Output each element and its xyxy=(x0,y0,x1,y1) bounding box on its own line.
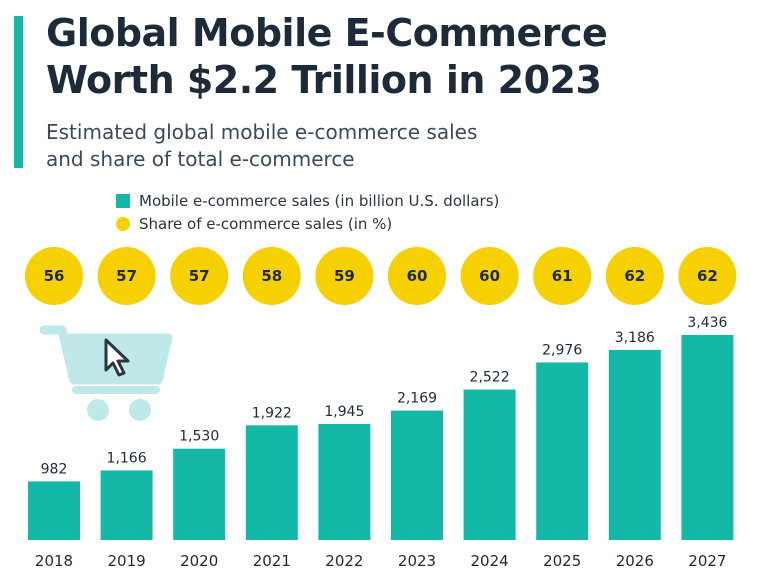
bar-2021 xyxy=(245,425,298,540)
share-dot-2025 xyxy=(533,247,592,305)
share-dot-label-2021: 58 xyxy=(261,267,282,285)
subtitle-line-1: Estimated global mobile e-commerce sales xyxy=(46,120,478,144)
chart-title: Global Mobile E-Commerce Worth $2.2 Tril… xyxy=(46,10,746,104)
shopping-cart-icon xyxy=(40,325,173,421)
share-dot-label-2022: 59 xyxy=(334,267,355,285)
chart-subtitle: Estimated global mobile e-commerce sales… xyxy=(46,119,646,173)
cursor-icon xyxy=(104,338,130,377)
bar-2027 xyxy=(681,335,734,540)
legend-dots-label: Share of e-commerce sales (in %) xyxy=(139,215,393,233)
legend-bar-swatch xyxy=(116,194,130,208)
share-dot-2022 xyxy=(315,247,374,305)
subtitle-line-2: and share of total e-commerce xyxy=(46,147,355,171)
title-line-2: Worth $2.2 Trillion in 2023 xyxy=(46,58,602,102)
bar-2025 xyxy=(536,362,589,540)
x-tick-label-2020: 2020 xyxy=(180,552,218,570)
share-dot-label-2019: 57 xyxy=(116,267,137,285)
x-tick-label-2024: 2024 xyxy=(471,552,509,570)
share-dot-label-2024: 60 xyxy=(479,267,500,285)
share-dot-label-2020: 57 xyxy=(189,267,210,285)
x-tick-label-2023: 2023 xyxy=(398,552,436,570)
legend-dots: Share of e-commerce sales (in %) xyxy=(116,215,392,233)
share-dot-label-2026: 62 xyxy=(624,267,645,285)
bar-value-label-2025: 2,976 xyxy=(542,342,582,358)
share-dot-2021 xyxy=(242,247,301,305)
share-dot-label-2025: 61 xyxy=(552,267,573,285)
legend-dot-swatch xyxy=(116,217,130,231)
share-dot-2023 xyxy=(388,247,446,305)
x-tick-label-2019: 2019 xyxy=(108,552,146,570)
bar-value-label-2019: 1,166 xyxy=(107,450,147,466)
share-dot-2027 xyxy=(678,247,737,305)
bar-value-label-2022: 1,945 xyxy=(324,404,364,420)
bar-value-label-2018: 982 xyxy=(41,461,68,477)
legend-bars-label: Mobile e-commerce sales (in billion U.S.… xyxy=(139,192,500,210)
share-dot-2018 xyxy=(25,247,83,305)
bar-value-label-2027: 3,436 xyxy=(687,315,727,331)
bar-2022 xyxy=(318,423,371,540)
share-dot-label-2023: 60 xyxy=(407,267,428,285)
share-dot-2019 xyxy=(97,247,156,305)
bar-2019 xyxy=(100,470,153,540)
bar-value-label-2021: 1,922 xyxy=(252,405,292,421)
bar-2024 xyxy=(463,389,516,540)
x-tick-label-2027: 2027 xyxy=(688,552,726,570)
x-tick-label-2022: 2022 xyxy=(325,552,363,570)
x-tick-label-2018: 2018 xyxy=(35,552,73,570)
share-dot-2026 xyxy=(605,247,664,305)
x-tick-label-2021: 2021 xyxy=(253,552,291,570)
accent-bar xyxy=(14,16,23,168)
share-dot-label-2027: 62 xyxy=(697,267,718,285)
bar-value-label-2026: 3,186 xyxy=(615,330,655,346)
x-tick-label-2025: 2025 xyxy=(543,552,581,570)
share-dot-label-2018: 56 xyxy=(44,267,65,285)
share-dot-2020 xyxy=(170,247,229,305)
bar-2023 xyxy=(391,410,443,540)
legend-bars: Mobile e-commerce sales (in billion U.S.… xyxy=(116,192,499,210)
bar-value-label-2023: 2,169 xyxy=(397,391,437,407)
bar-2026 xyxy=(608,349,661,540)
bar-2018 xyxy=(28,481,80,540)
x-tick-label-2026: 2026 xyxy=(616,552,654,570)
bar-value-label-2024: 2,522 xyxy=(470,370,510,386)
title-line-1: Global Mobile E-Commerce xyxy=(46,11,608,55)
bar-2020 xyxy=(173,448,226,540)
bar-value-label-2020: 1,530 xyxy=(179,429,219,445)
share-dot-2024 xyxy=(460,247,519,305)
